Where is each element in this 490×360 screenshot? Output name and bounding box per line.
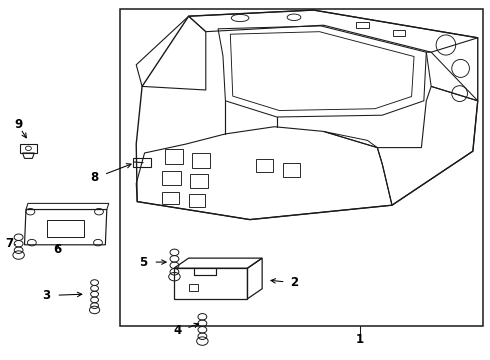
Text: 1: 1 — [356, 333, 364, 346]
Text: 2: 2 — [290, 276, 298, 289]
Text: 8: 8 — [90, 171, 98, 184]
Text: 9: 9 — [15, 118, 23, 131]
Text: 5: 5 — [140, 256, 147, 269]
Text: 7: 7 — [6, 237, 14, 250]
Text: 3: 3 — [43, 289, 50, 302]
Text: 6: 6 — [54, 243, 62, 256]
Text: 4: 4 — [173, 324, 181, 337]
